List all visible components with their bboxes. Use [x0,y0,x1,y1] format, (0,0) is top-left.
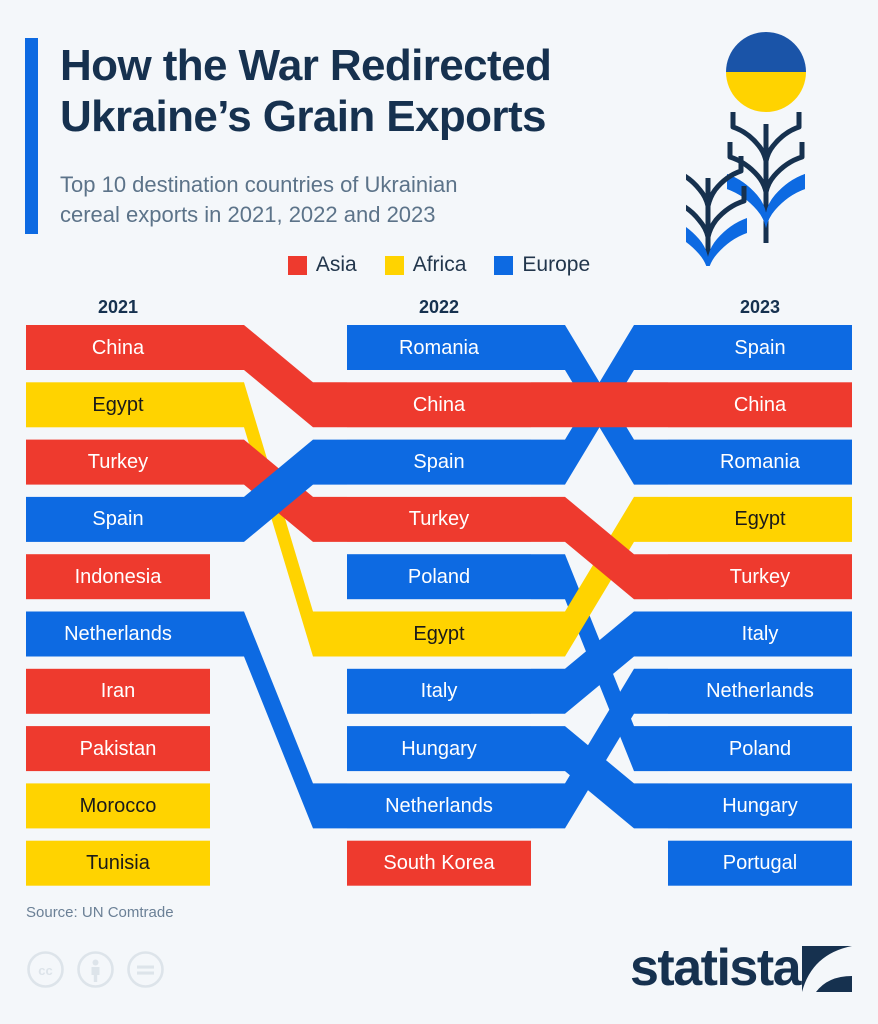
legend-item-europe: Europe [494,253,590,277]
legend-label-europe: Europe [522,253,591,276]
rank-bar [668,668,852,714]
rank-bar [347,668,531,714]
statista-wordmark: statista [630,940,803,996]
rank-bar [668,726,852,772]
legend-label-africa: Africa [412,253,467,276]
statista-mark [802,946,852,992]
rank-bar [347,382,531,428]
rank-bar [668,840,852,886]
rank-bar [26,325,210,370]
rank-bar [26,840,210,886]
ukraine-flag-icon [726,32,806,112]
rank-bar [668,554,852,600]
legend-swatch-africa [384,255,404,275]
flow-ribbon [531,382,668,428]
cc-by-icon [76,950,115,989]
ribbon-layer [210,325,668,829]
title-line-2: Ukraine’s Grain Exports [60,92,546,142]
rank-bar [347,611,531,657]
rank-bar [668,439,852,485]
rank-bar [347,325,531,370]
column-header-2021: 2021 [97,297,139,317]
rank-bar [668,496,852,542]
rank-bar [26,611,210,657]
page-subtitle: Top 10 destination countries of Ukrainia… [60,170,660,229]
flow-ribbon [531,726,668,829]
rank-bar [26,496,210,542]
flow-ribbon [531,496,668,600]
source-note: Source: UN Comtrade [26,904,174,921]
rank-bar [347,726,531,772]
legend-swatch-europe [494,255,514,275]
flow-ribbon [210,439,347,542]
rank-bar [26,382,210,428]
column-header-2022: 2022 [418,297,460,317]
flow-ribbon [531,668,668,829]
rank-bar [26,783,210,829]
rank-bar [347,439,531,485]
page-title: How the War Redirected Ukraine’s Grain E… [60,40,700,142]
rank-bar [26,439,210,485]
title-accent-bar [25,38,38,234]
subtitle-line-2: cereal exports in 2021, 2022 and 2023 [60,201,436,227]
statista-logo: statista [630,940,852,996]
rank-bar [668,325,852,370]
rank-bar [26,726,210,772]
legend-swatch-asia [287,255,307,275]
cc-nd-icon [126,950,165,989]
rank-bar [347,840,531,886]
legend-item-asia: Asia [287,253,357,277]
legend-label-asia: Asia [315,253,357,276]
svg-text:cc: cc [38,963,52,978]
rank-bar [347,496,531,542]
flow-ribbon [531,611,668,714]
rank-bar [26,668,210,714]
rank-bar [347,783,531,829]
flow-ribbon [531,496,668,657]
rank-bar [347,554,531,600]
flow-ribbon [210,325,347,428]
bar-layer [26,325,852,886]
legend: Asia Africa Europe [0,253,878,277]
rank-bar [668,783,852,829]
cc-icon: cc [26,950,65,989]
legend-item-africa: Africa [384,253,467,277]
creative-commons-icons: cc [26,950,165,989]
rank-bar [668,382,852,428]
rank-bar [26,554,210,600]
rank-bar [668,611,852,657]
flow-ribbon [210,611,347,829]
subtitle-line-1: Top 10 destination countries of Ukrainia… [60,172,458,197]
title-line-1: How the War Redirected [60,41,552,90]
flow-ribbon [210,382,347,657]
column-header-2023: 2023 [739,297,781,317]
